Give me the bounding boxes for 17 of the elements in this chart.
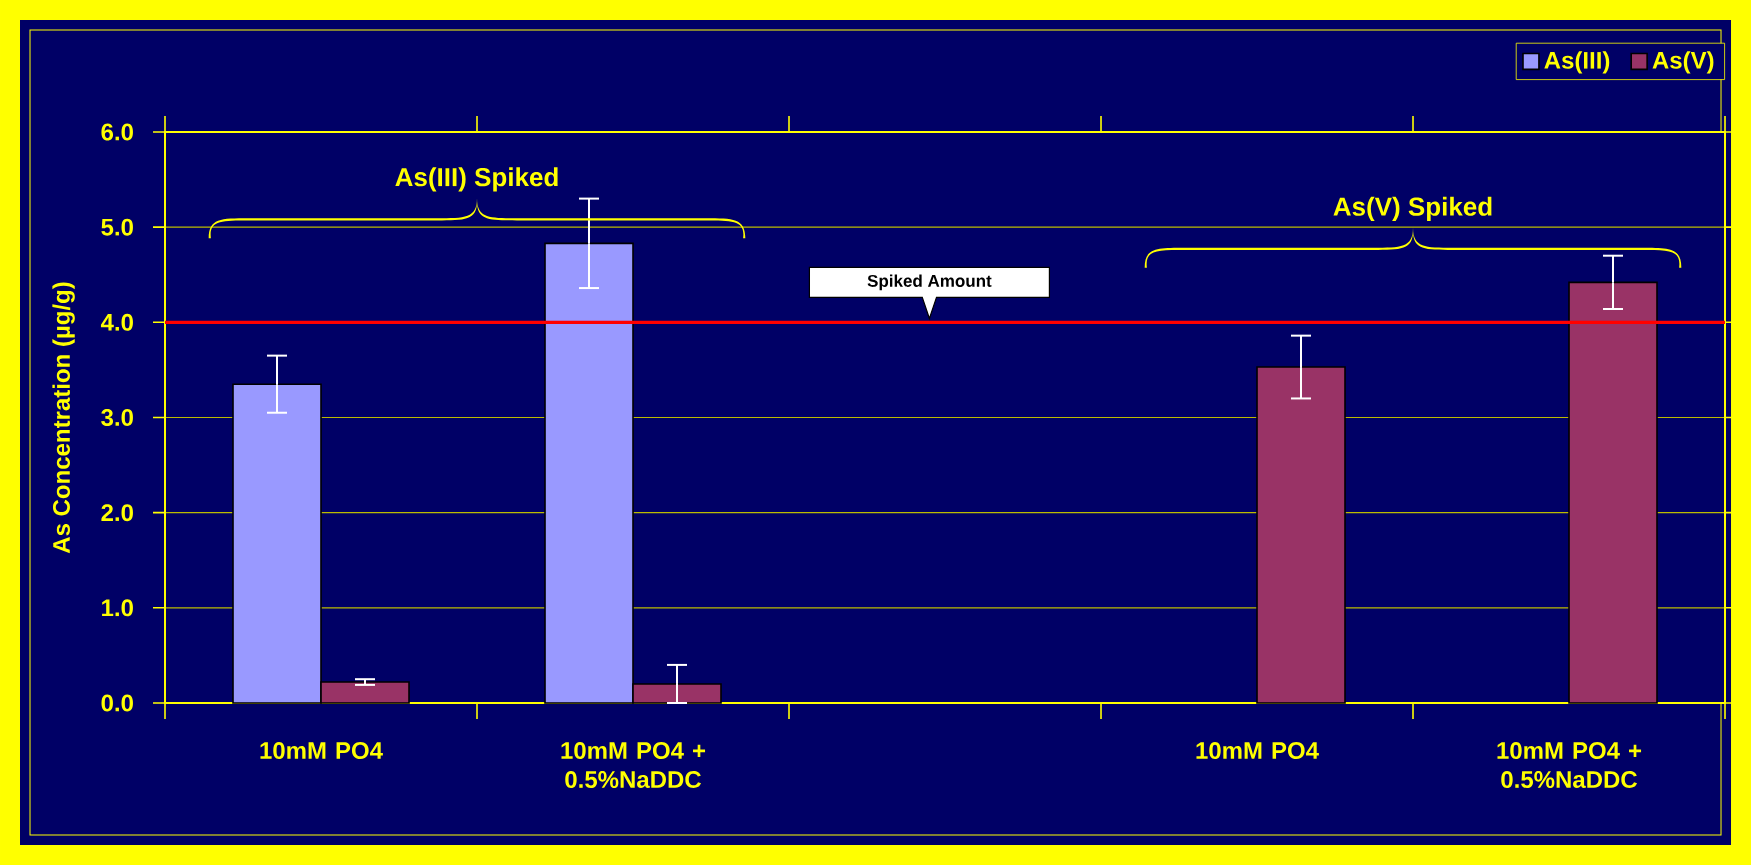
- y-axis-title: As Concentration (µg/g): [52, 282, 75, 554]
- y-tick-label: 1.0: [102, 599, 133, 617]
- x-tick-label: 10mM PO4: [1196, 742, 1319, 760]
- y-tick-label: 2.0: [101, 504, 133, 522]
- legend-label: As(V): [1652, 51, 1714, 74]
- y-tick-label: 3.0: [101, 408, 133, 427]
- y-tick-label: 6.0: [101, 123, 133, 141]
- ref-line-label: Spiked Amount: [867, 274, 992, 291]
- annotation: As(III) Spiked: [395, 167, 558, 192]
- legend-label: As(III): [1544, 51, 1610, 74]
- x-tick-label: 10mM PO4: [260, 742, 383, 760]
- annotation: As(V) Spiked: [1333, 196, 1492, 222]
- x-tick-label: 10mM PO4 + 0.5%NaDDC: [561, 742, 706, 789]
- y-tick-label: 0.0: [101, 694, 133, 712]
- y-tick-label: 5.0: [101, 218, 133, 236]
- x-tick-label: 10mM PO4 + 0.5%NaDDC: [1497, 742, 1642, 789]
- y-tick-label: 4.0: [100, 313, 133, 331]
